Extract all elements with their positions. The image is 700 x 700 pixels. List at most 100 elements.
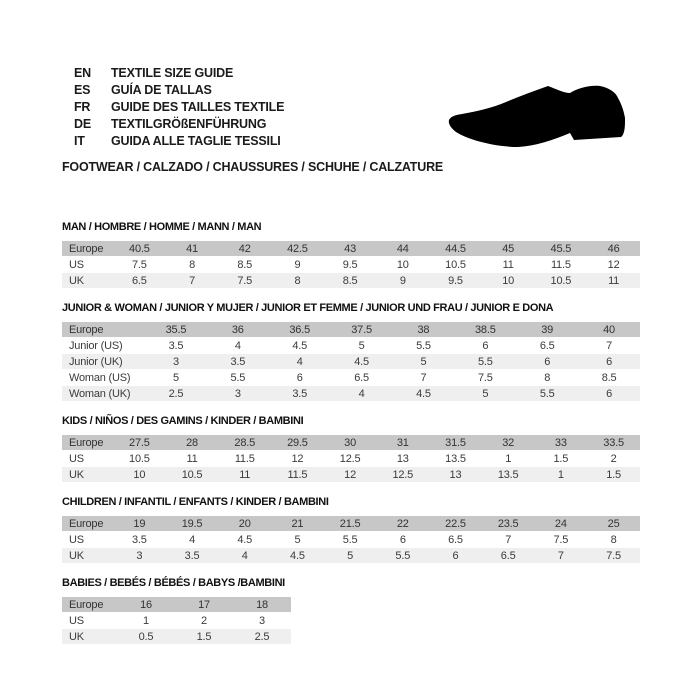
size-cell: 12.5	[339, 452, 361, 465]
size-cell: 11.5	[234, 452, 255, 465]
size-table-block-children: CHILDREN / INFANTIL / ENFANTS / KINDER /…	[62, 496, 640, 564]
size-table-block-man: MAN / HOMBRE / HOMME / MANN / MAN Europe…	[62, 221, 640, 289]
table-row: UK 6.5 7 7.5 8 8.5 9 9.5 10 10.5 11	[62, 273, 640, 288]
size-cell: 10.5	[129, 452, 150, 465]
size-cell: 44.5	[429, 241, 482, 256]
size-cell: 6	[296, 371, 303, 384]
size-cell: 36.5	[268, 322, 331, 337]
size-cell: 1	[505, 452, 512, 465]
size-cell: 11.5	[271, 467, 324, 482]
size-tables: MAN / HOMBRE / HOMME / MANN / MAN Europe…	[62, 221, 640, 658]
size-cell: 10.5	[445, 258, 466, 271]
size-cell: 6	[578, 386, 640, 401]
size-table-man: Europe 40.5 41 42 42.5 43 44 44.5 45 45.5 46 US 7.5 8…	[62, 240, 640, 289]
size-cell: 2	[201, 614, 207, 627]
size-cell: 12	[323, 467, 377, 482]
size-cell: 40	[578, 322, 640, 337]
size-cell: 8	[189, 258, 195, 271]
table-row: Europe 16 17 18	[62, 597, 291, 612]
size-cell: 7	[420, 371, 427, 384]
size-cell: 13	[396, 452, 409, 465]
size-cell: 4.5	[237, 533, 253, 546]
size-cell: 5	[358, 339, 365, 352]
size-cell: 1	[143, 614, 149, 627]
size-cell: 3	[206, 386, 269, 401]
size-cell: 7.5	[477, 371, 493, 384]
language-code: IT	[74, 133, 85, 148]
size-cell: 4.5	[392, 386, 455, 401]
size-cell: 9	[294, 258, 301, 271]
table-row: Woman (US) 5 5.5 6 6.5 7 7.5 8 8.5	[62, 370, 640, 385]
language-row-it: IT GUIDA ALLE TAGLIE TESSILI	[74, 132, 284, 149]
size-cell: 7	[534, 548, 588, 563]
size-cell: 4	[330, 386, 393, 401]
size-cell: 28.5	[218, 435, 272, 450]
size-cell: 45	[481, 241, 535, 256]
table-row: US 10.5 11 11.5 12 12.5 13 13.5 1 1.5 2	[62, 451, 640, 466]
size-cell: 6	[399, 533, 406, 546]
size-cell: 6.5	[354, 371, 369, 384]
row-label: Junior (US)	[69, 339, 123, 352]
row-label: Woman (UK)	[62, 386, 145, 401]
size-cell: 4.5	[330, 354, 393, 369]
size-cell: 42	[218, 241, 272, 256]
size-cell: 11	[502, 258, 514, 271]
size-cell: 1.5	[587, 467, 640, 482]
language-code: FR	[74, 99, 91, 114]
size-cell: 10	[113, 467, 166, 482]
language-title: TEXTILE SIZE GUIDE	[111, 65, 234, 80]
table-row: UK 3 3.5 4 4.5 5 5.5 6 6.5 7 7.5	[62, 548, 640, 563]
category-title: FOOTWEAR / CALZADO / CHAUSSURES / SCHUHE…	[62, 160, 444, 174]
table-row: Woman (UK) 2.5 3 3.5 4 4.5 5 5.5 6	[62, 386, 640, 401]
size-cell: 6.5	[448, 533, 463, 546]
size-cell: 22.5	[429, 516, 482, 531]
size-cell: 8.5	[601, 371, 617, 384]
size-cell: 25	[587, 516, 640, 531]
size-cell: 5.5	[230, 371, 246, 384]
row-label: UK	[62, 548, 113, 563]
row-label: UK	[62, 629, 117, 644]
size-cell: 19.5	[165, 516, 219, 531]
size-cell: 11.5	[550, 258, 571, 271]
row-label: US	[69, 452, 84, 465]
size-cell: 8.5	[323, 273, 377, 288]
size-cell: 7	[165, 273, 219, 288]
size-cell: 6	[578, 354, 640, 369]
table-row: US 7.5 8 8.5 9 9.5 10 10.5 11 11.5 12	[62, 257, 640, 272]
size-cell: 4	[234, 339, 241, 352]
size-cell: 8	[610, 533, 617, 546]
size-cell: 9.5	[342, 258, 358, 271]
size-cell: 1.5	[553, 452, 569, 465]
size-cell: 33	[534, 435, 588, 450]
size-cell: 5.5	[376, 548, 430, 563]
table-title-kids: KIDS / NIÑOS / DES GAMINS / KINDER / BAM…	[62, 415, 304, 427]
size-cell: 6	[429, 548, 482, 563]
size-cell: 3.5	[206, 354, 269, 369]
size-cell: 3	[259, 614, 265, 627]
size-cell: 6.5	[539, 339, 555, 352]
size-cell: 5	[323, 548, 377, 563]
size-cell: 21	[271, 516, 324, 531]
size-cell: 4	[218, 548, 272, 563]
language-row-fr: FR GUIDE DES TAILLES TEXTILE	[74, 98, 284, 115]
size-cell: 11	[186, 452, 198, 465]
size-cell: 2.5	[233, 629, 291, 644]
size-cell: 9.5	[429, 273, 482, 288]
table-row: Europe 27.5 28 28.5 29.5 30 31 31.5 32 33 33.5	[62, 435, 640, 450]
row-label: UK	[62, 467, 113, 482]
size-table-babies: Europe 16 17 18 US 1 2 3 UK 0.5 1.5 2.5	[62, 596, 291, 645]
size-cell: 8.5	[237, 258, 253, 271]
size-cell: 12.5	[376, 467, 430, 482]
size-cell: 3.5	[168, 339, 184, 352]
size-cell: 12	[291, 452, 304, 465]
size-cell: 45.5	[534, 241, 588, 256]
size-cell: 9	[376, 273, 430, 288]
size-cell: 4	[189, 533, 195, 546]
size-cell: 1	[534, 467, 588, 482]
row-label: Woman (US)	[69, 371, 131, 384]
size-cell: 2.5	[145, 386, 207, 401]
size-cell: 7.5	[553, 533, 569, 546]
size-cell: 0.5	[117, 629, 175, 644]
size-cell: 39	[516, 322, 579, 337]
